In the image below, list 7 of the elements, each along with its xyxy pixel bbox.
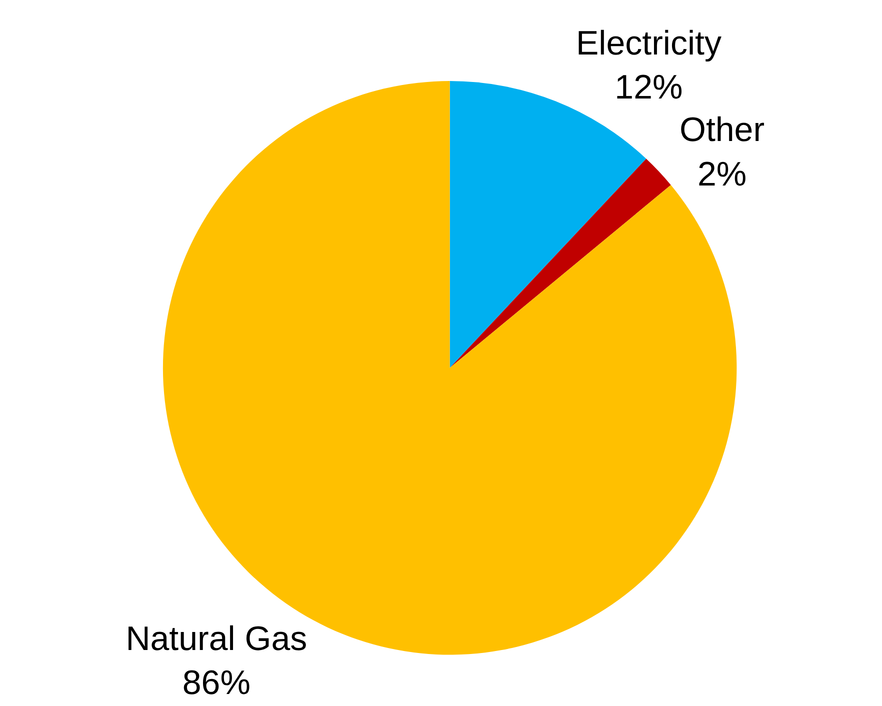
slice-label: Other xyxy=(679,111,765,150)
data-label: 12% xyxy=(614,68,683,107)
pie-slice xyxy=(450,158,671,368)
data-label: 2% xyxy=(697,155,747,194)
slice-label: Electricity xyxy=(576,24,722,63)
data-label: 86% xyxy=(182,664,250,702)
slice-label: Natural Gas xyxy=(126,620,308,658)
